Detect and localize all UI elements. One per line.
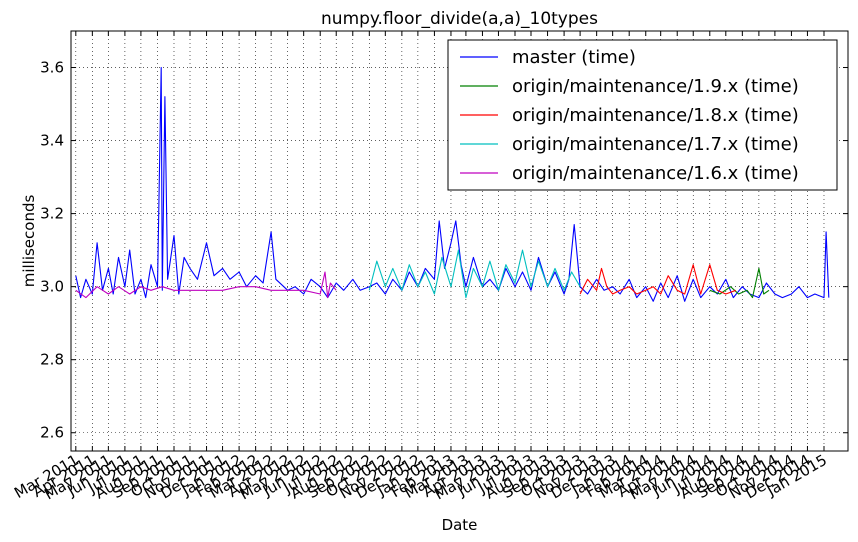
plot-frame (70, 30, 849, 452)
series-lines (75, 66, 830, 302)
series-line-2 (579, 264, 737, 295)
x-axis-label: Date (442, 516, 478, 534)
legend-label: origin/maintenance/1.9.x (time) (512, 76, 799, 97)
series-line-4 (75, 271, 337, 299)
legend-label: origin/maintenance/1.7.x (time) (512, 134, 799, 155)
y-tick-label: 2.8 (40, 351, 64, 369)
series-line-1 (709, 267, 770, 299)
series-line-3 (368, 249, 581, 299)
y-tick-label: 3.6 (40, 59, 64, 77)
y-axis-label: milliseconds (20, 195, 38, 288)
y-tick-label: 3.0 (40, 278, 64, 296)
legend-label: origin/maintenance/1.6.x (time) (512, 163, 799, 184)
legend-box (447, 39, 838, 191)
y-tick-label: 3.2 (40, 205, 64, 223)
y-tick-label: 2.6 (40, 424, 64, 442)
chart-title: numpy.floor_divide(a,a)_10types (321, 9, 598, 29)
legend: master (time) origin/maintenance/1.9.x (t… (447, 39, 838, 191)
y-tick-label: 3.4 (40, 132, 64, 150)
legend-label: origin/maintenance/1.8.x (time) (512, 105, 799, 126)
series-line-0 (75, 66, 830, 302)
legend-label: master (time) (512, 47, 636, 68)
